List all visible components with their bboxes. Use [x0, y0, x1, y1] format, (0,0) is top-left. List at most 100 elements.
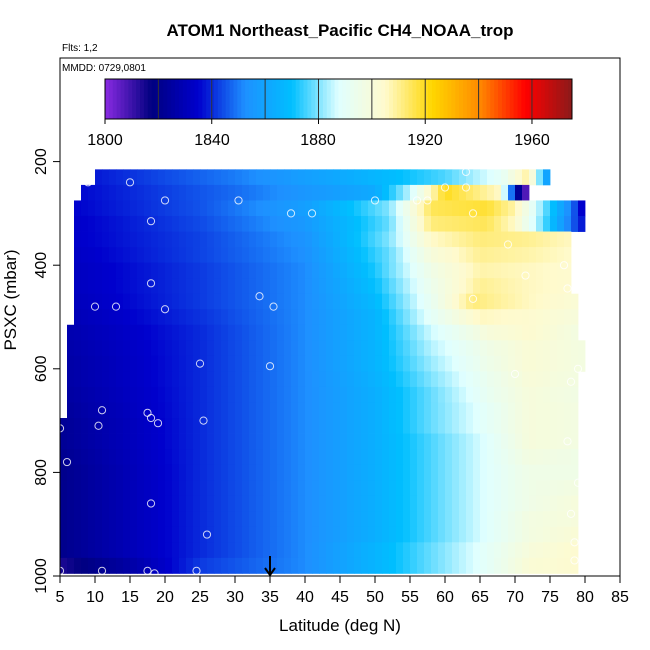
- heatmap-cell: [130, 231, 138, 248]
- heatmap-cell: [67, 511, 75, 528]
- heatmap-cell: [249, 293, 257, 310]
- heatmap-cell: [494, 386, 502, 403]
- heatmap-cell: [221, 433, 229, 450]
- heatmap-cell: [515, 340, 523, 357]
- heatmap-cell: [424, 418, 432, 434]
- heatmap-cell: [130, 247, 138, 264]
- heatmap-cell: [256, 495, 264, 512]
- heatmap-cell: [536, 262, 544, 279]
- heatmap-cell: [543, 371, 551, 388]
- heatmap-cell: [480, 433, 488, 450]
- heatmap-cell: [95, 526, 103, 543]
- colorbar-tick-label: 1840: [194, 132, 230, 149]
- heatmap-cell: [172, 557, 180, 574]
- heatmap-cell: [557, 386, 565, 403]
- heatmap-cell: [67, 464, 75, 481]
- heatmap-cell: [95, 386, 103, 403]
- heatmap-cell: [151, 433, 159, 450]
- heatmap-cell: [529, 293, 537, 310]
- heatmap-cell: [151, 371, 159, 388]
- heatmap-cell: [515, 278, 523, 295]
- heatmap-cell: [235, 480, 243, 497]
- heatmap-cell: [270, 355, 278, 372]
- heatmap-cell: [354, 464, 362, 481]
- heatmap-cell: [515, 526, 523, 543]
- heatmap-cell: [256, 542, 264, 559]
- heatmap-cell: [137, 324, 145, 341]
- heatmap-cell: [305, 262, 313, 279]
- colorbar-swatch: [307, 79, 312, 119]
- heatmap-cell: [508, 371, 516, 388]
- heatmap-cell: [333, 324, 341, 341]
- heatmap-cell: [158, 247, 166, 264]
- sample-point: [97, 566, 107, 575]
- heatmap-cell: [214, 262, 222, 279]
- colorbar-divisions: [104, 79, 533, 124]
- heatmap-cell: [452, 247, 460, 264]
- heatmap-cell: [305, 293, 313, 310]
- heatmap-cell: [459, 386, 467, 403]
- heatmap-cell: [144, 169, 152, 186]
- heatmap-cell: [347, 480, 355, 497]
- heatmap-cell: [508, 231, 516, 248]
- heatmap-cell: [165, 402, 173, 419]
- heatmap-cell: [361, 418, 369, 434]
- colorbar-swatch: [365, 79, 371, 119]
- heatmap-cell: [179, 526, 187, 543]
- heatmap-cell: [501, 215, 509, 232]
- heatmap-cell: [571, 340, 579, 357]
- heatmap-cell: [494, 418, 502, 434]
- heatmap-cell: [144, 557, 152, 574]
- colorbar-swatch: [159, 79, 164, 119]
- heatmap-cell: [305, 480, 313, 497]
- heatmap-cell: [179, 511, 187, 528]
- heatmap-cell: [382, 293, 390, 310]
- x-tick-label: 30: [226, 589, 244, 606]
- heatmap-cell: [557, 247, 565, 264]
- heatmap-cell: [305, 340, 313, 357]
- heatmap-cell: [270, 293, 278, 310]
- heatmap-cell: [207, 386, 215, 403]
- heatmap-cell: [228, 542, 236, 559]
- heatmap-cell: [186, 309, 194, 326]
- heatmap-cell: [228, 355, 236, 372]
- heatmap-cell: [424, 386, 432, 403]
- heatmap-cell: [368, 340, 376, 357]
- heatmap-cell: [438, 309, 446, 326]
- heatmap-cell: [354, 386, 362, 403]
- heatmap-cell: [137, 355, 145, 372]
- heatmap-cell: [74, 386, 82, 403]
- heatmap-cell: [389, 231, 397, 248]
- heatmap-cell: [473, 355, 481, 372]
- heatmap-cell: [277, 542, 285, 559]
- heatmap-cell: [200, 278, 208, 295]
- heatmap-cell: [263, 495, 271, 512]
- heatmap-cell: [410, 309, 418, 326]
- heatmap-cell: [200, 371, 208, 388]
- heatmap-cell: [340, 433, 348, 450]
- heatmap-cell: [557, 278, 565, 295]
- heatmap-cell: [326, 309, 334, 326]
- heatmap-cell: [424, 169, 432, 186]
- heatmap-cell: [270, 184, 278, 201]
- heatmap-cell: [249, 200, 257, 217]
- colorbar-swatch: [443, 79, 448, 119]
- heatmap-cell: [81, 262, 89, 279]
- heatmap-cell: [508, 309, 516, 326]
- heatmap-cell: [158, 169, 166, 186]
- heatmap-cell: [536, 324, 544, 341]
- heatmap-cell: [438, 464, 446, 481]
- heatmap-cell: [172, 511, 180, 528]
- colorbar-swatch: [439, 79, 445, 119]
- heatmap-cell: [284, 371, 292, 388]
- colorbar-swatch: [175, 79, 180, 119]
- heatmap-cell: [200, 262, 208, 279]
- heatmap-cell: [67, 371, 75, 388]
- heatmap-cell: [172, 324, 180, 341]
- heatmap-cell: [137, 184, 145, 201]
- heatmap-cell: [235, 355, 243, 372]
- heatmap-cell: [144, 355, 152, 372]
- colorbar-tick-labels: 1800 1840 1880 1920 1960: [87, 132, 550, 149]
- heatmap-cell: [221, 293, 229, 310]
- heatmap-cell: [284, 184, 292, 201]
